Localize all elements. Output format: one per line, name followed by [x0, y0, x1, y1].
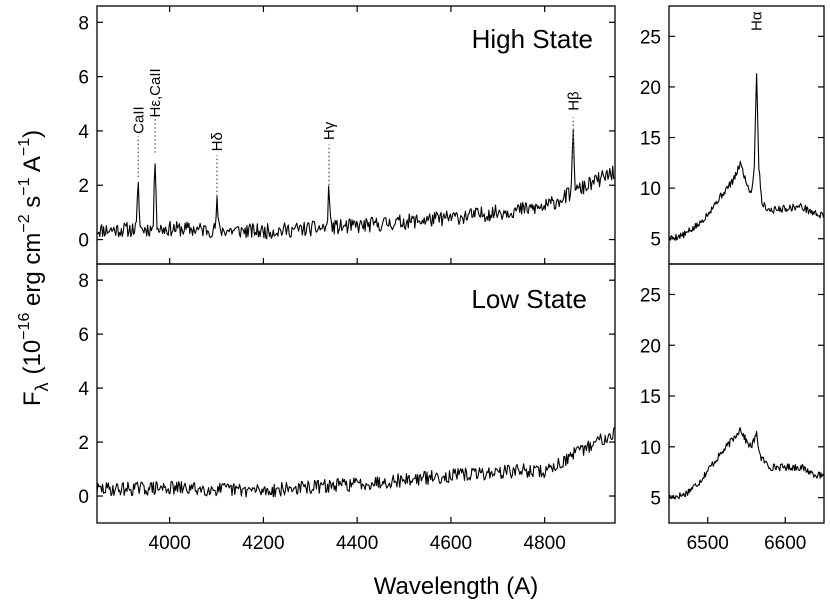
- x-ticks: 4000 4200 4400 4600 4800: [149, 517, 566, 554]
- x-tick-label: 4800: [524, 533, 566, 554]
- panel-title-low-state: Low State: [471, 284, 587, 314]
- y-ticks: 0 2 4 6 8: [78, 271, 615, 508]
- x-axis-title: Wavelength (A): [374, 573, 539, 600]
- x-tick-label: 4400: [336, 533, 378, 554]
- y-tick-label: 20: [640, 336, 661, 357]
- panel-high-state-halpha: Hα 5 10 15 20 25: [640, 5, 825, 265]
- spectrum-line-high-blue: [96, 128, 615, 240]
- emission-line-label: Hβ: [565, 91, 582, 111]
- line-markers: Hα: [749, 11, 766, 31]
- emission-line-label: Hγ: [321, 121, 338, 140]
- panel-frame: [668, 5, 825, 265]
- y-ticks: 5 10 15 20 25: [640, 27, 824, 251]
- spectrum-line-low-red: [668, 427, 825, 500]
- panel-frame: [668, 263, 825, 524]
- y-tick-label: 8: [78, 13, 89, 34]
- y-tick-label: 25: [640, 285, 661, 306]
- x-tick-label: 4600: [430, 533, 472, 554]
- y-tick-label: 25: [640, 27, 661, 48]
- x-tick-label: 6500: [687, 533, 729, 554]
- x-tick-label: 4000: [149, 533, 191, 554]
- emission-line-label: Hε,CaII: [147, 68, 164, 117]
- panel-title-high-state: High State: [472, 24, 593, 54]
- y-tick-label: 0: [78, 487, 89, 508]
- spectrum-line-low-blue: [96, 426, 615, 498]
- panel-low-state-blue: 0 2 4 6 8 4000 4200 4400 4600 4800 Low State: [78, 263, 616, 554]
- y-axis-title: Fλ(10−16 erg cm−2 s−1 A−1): [16, 130, 52, 406]
- y-tick-label: 4: [78, 122, 89, 143]
- y-tick-label: 10: [640, 438, 661, 459]
- panel-frame: [96, 263, 616, 524]
- panel-low-state-halpha: 5 10 15 20 25 6500 6600: [640, 263, 825, 554]
- y-tick-label: 5: [650, 230, 661, 251]
- y-tick-label: 6: [78, 325, 89, 346]
- emission-line-label: Hα: [749, 11, 766, 31]
- y-tick-label: 15: [640, 387, 661, 408]
- y-ticks: 0 2 4 6 8: [78, 13, 615, 252]
- y-tick-label: 2: [78, 176, 89, 197]
- y-tick-label: 10: [640, 179, 661, 200]
- y-tick-label: 2: [78, 433, 89, 454]
- emission-line-label: Hδ: [209, 132, 226, 151]
- y-tick-label: 8: [78, 271, 89, 292]
- spectrum-line-high-red: [668, 73, 825, 241]
- y-tick-label: 6: [78, 68, 89, 89]
- y-tick-label: 15: [640, 129, 661, 150]
- y-tick-label: 4: [78, 379, 89, 400]
- y-tick-label: 20: [640, 78, 661, 99]
- x-ticks: 6500 6600: [687, 517, 806, 554]
- emission-line-label: CaII: [130, 106, 147, 134]
- x-tick-label: 4200: [242, 533, 284, 554]
- x-tick-label: 6600: [764, 533, 806, 554]
- y-tick-label: 0: [78, 231, 89, 252]
- y-tick-label: 5: [650, 489, 661, 510]
- y-ticks: 5 10 15 20 25: [640, 285, 824, 510]
- x-ticks: [169, 6, 546, 264]
